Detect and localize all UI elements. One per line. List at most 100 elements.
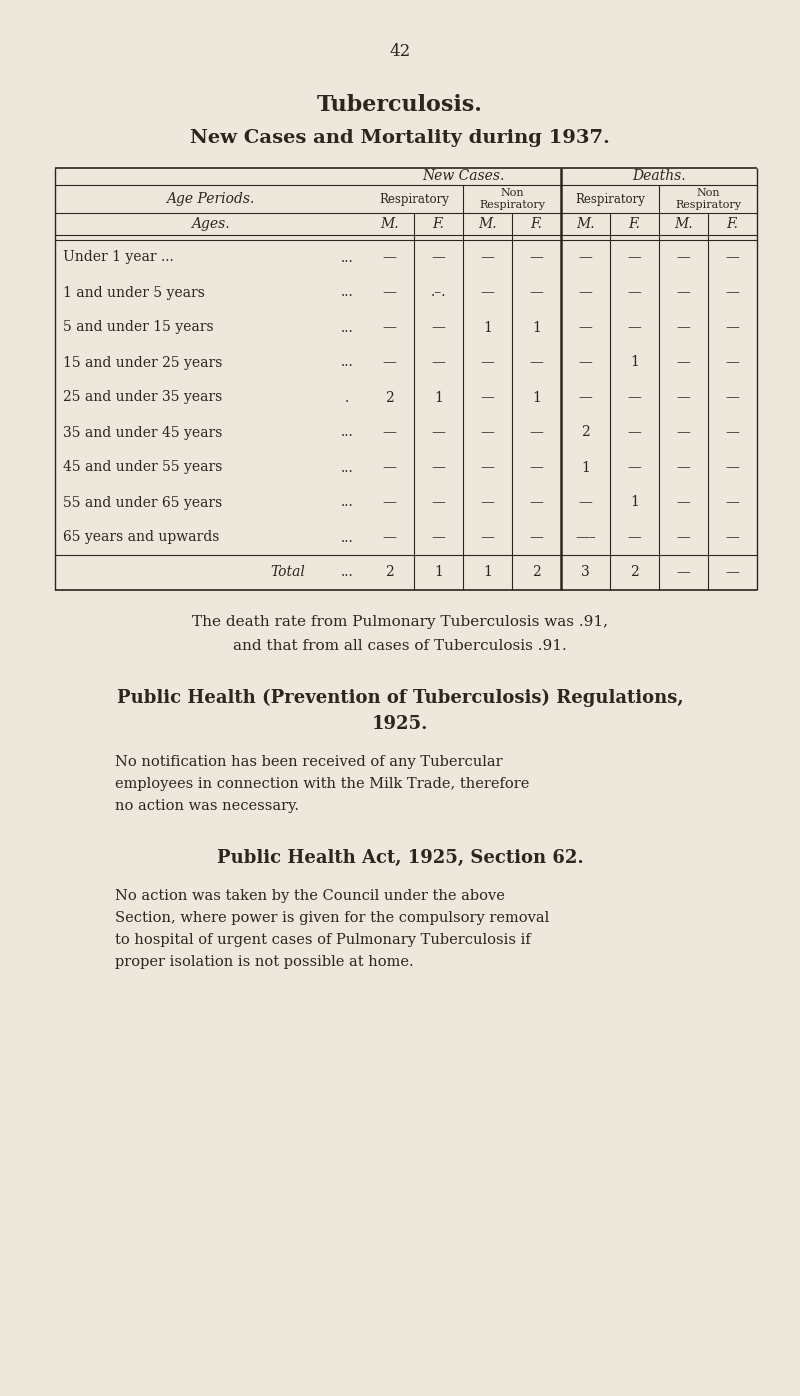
Text: —: — <box>627 286 642 300</box>
Text: 1: 1 <box>630 496 639 510</box>
Text: proper isolation is not possible at home.: proper isolation is not possible at home… <box>115 955 414 969</box>
Text: 2: 2 <box>630 565 639 579</box>
Text: —: — <box>530 461 543 475</box>
Text: —: — <box>677 356 690 370</box>
Text: ...: ... <box>341 250 354 264</box>
Text: —: — <box>382 356 397 370</box>
Text: —: — <box>726 565 739 579</box>
Text: —: — <box>677 496 690 510</box>
Text: —: — <box>382 461 397 475</box>
Text: —: — <box>578 286 593 300</box>
Text: Public Health Act, 1925, Section 62.: Public Health Act, 1925, Section 62. <box>217 849 583 867</box>
Text: 1: 1 <box>532 391 541 405</box>
Text: Ages.: Ages. <box>190 216 230 230</box>
Text: 2: 2 <box>581 426 590 440</box>
Text: ...: ... <box>341 496 354 510</box>
Text: —: — <box>627 426 642 440</box>
Text: 1: 1 <box>483 321 492 335</box>
Text: —: — <box>382 530 397 544</box>
Text: Under 1 year ...: Under 1 year ... <box>63 250 174 264</box>
Text: Section, where power is given for the compulsory removal: Section, where power is given for the co… <box>115 912 550 926</box>
Text: —: — <box>627 391 642 405</box>
Text: Deaths.: Deaths. <box>632 169 686 183</box>
Text: —: — <box>726 250 739 264</box>
Text: Public Health (Prevention of Tuberculosis) Regulations,: Public Health (Prevention of Tuberculosi… <box>117 688 683 708</box>
Text: —: — <box>578 356 593 370</box>
Text: —: — <box>431 356 446 370</box>
Text: —: — <box>726 356 739 370</box>
Text: No notification has been received of any Tubercular: No notification has been received of any… <box>115 755 502 769</box>
Text: —: — <box>431 321 446 335</box>
Text: 1: 1 <box>630 356 639 370</box>
Text: —: — <box>726 426 739 440</box>
Text: New Cases and Mortality during 1937.: New Cases and Mortality during 1937. <box>190 128 610 147</box>
Text: M.: M. <box>478 216 497 230</box>
Text: 1: 1 <box>434 565 443 579</box>
Text: Respiratory: Respiratory <box>379 193 449 205</box>
Text: ...: ... <box>341 530 354 544</box>
Text: —: — <box>431 530 446 544</box>
Text: —: — <box>431 250 446 264</box>
Text: —: — <box>431 461 446 475</box>
Text: —: — <box>677 530 690 544</box>
Text: No action was taken by the Council under the above: No action was taken by the Council under… <box>115 889 505 903</box>
Text: 1925.: 1925. <box>372 715 428 733</box>
Text: Non
Respiratory: Non Respiratory <box>479 188 545 209</box>
Text: 55 and under 65 years: 55 and under 65 years <box>63 496 222 510</box>
Text: F.: F. <box>629 216 641 230</box>
Text: Age Periods.: Age Periods. <box>166 193 254 207</box>
Text: 42: 42 <box>390 43 410 60</box>
Text: —: — <box>530 250 543 264</box>
Text: ...: ... <box>341 286 354 300</box>
Text: —: — <box>431 496 446 510</box>
Text: —: — <box>481 391 494 405</box>
Text: —: — <box>677 426 690 440</box>
Text: —: — <box>382 286 397 300</box>
Text: —: — <box>578 391 593 405</box>
Text: .: . <box>345 391 349 405</box>
Text: Total: Total <box>270 565 305 579</box>
Text: —: — <box>481 356 494 370</box>
Text: 1: 1 <box>483 565 492 579</box>
Text: —: — <box>481 286 494 300</box>
Text: —: — <box>578 321 593 335</box>
Text: Tuberculosis.: Tuberculosis. <box>317 94 483 116</box>
Text: 15 and under 25 years: 15 and under 25 years <box>63 356 222 370</box>
Text: —: — <box>677 321 690 335</box>
Text: —: — <box>382 250 397 264</box>
Text: and that from all cases of Tuberculosis .91.: and that from all cases of Tuberculosis … <box>233 639 567 653</box>
Text: 45 and under 55 years: 45 and under 55 years <box>63 461 222 475</box>
Text: 2: 2 <box>532 565 541 579</box>
Text: —: — <box>481 496 494 510</box>
Text: 35 and under 45 years: 35 and under 45 years <box>63 426 222 440</box>
Text: —: — <box>431 426 446 440</box>
Text: —: — <box>726 496 739 510</box>
Text: —: — <box>530 426 543 440</box>
Text: Non
Respiratory: Non Respiratory <box>675 188 741 209</box>
Text: 2: 2 <box>385 565 394 579</box>
Text: —: — <box>726 530 739 544</box>
Text: —: — <box>382 426 397 440</box>
Text: 25 and under 35 years: 25 and under 35 years <box>63 391 222 405</box>
Text: —: — <box>677 286 690 300</box>
Text: —: — <box>677 250 690 264</box>
Text: —: — <box>481 530 494 544</box>
Text: ...: ... <box>341 461 354 475</box>
Text: —: — <box>481 461 494 475</box>
Text: —: — <box>481 426 494 440</box>
Text: 1: 1 <box>434 391 443 405</box>
Text: ...: ... <box>341 356 354 370</box>
Text: ...: ... <box>341 321 354 335</box>
Text: —: — <box>382 496 397 510</box>
Text: F.: F. <box>726 216 738 230</box>
Text: —: — <box>677 391 690 405</box>
Text: —–: —– <box>575 530 596 544</box>
Text: —: — <box>578 250 593 264</box>
Text: —: — <box>382 321 397 335</box>
Text: —: — <box>578 496 593 510</box>
Text: 3: 3 <box>581 565 590 579</box>
Text: ...: ... <box>341 426 354 440</box>
Text: to hospital of urgent cases of Pulmonary Tuberculosis if: to hospital of urgent cases of Pulmonary… <box>115 933 530 946</box>
Text: —: — <box>530 356 543 370</box>
Text: —: — <box>726 321 739 335</box>
